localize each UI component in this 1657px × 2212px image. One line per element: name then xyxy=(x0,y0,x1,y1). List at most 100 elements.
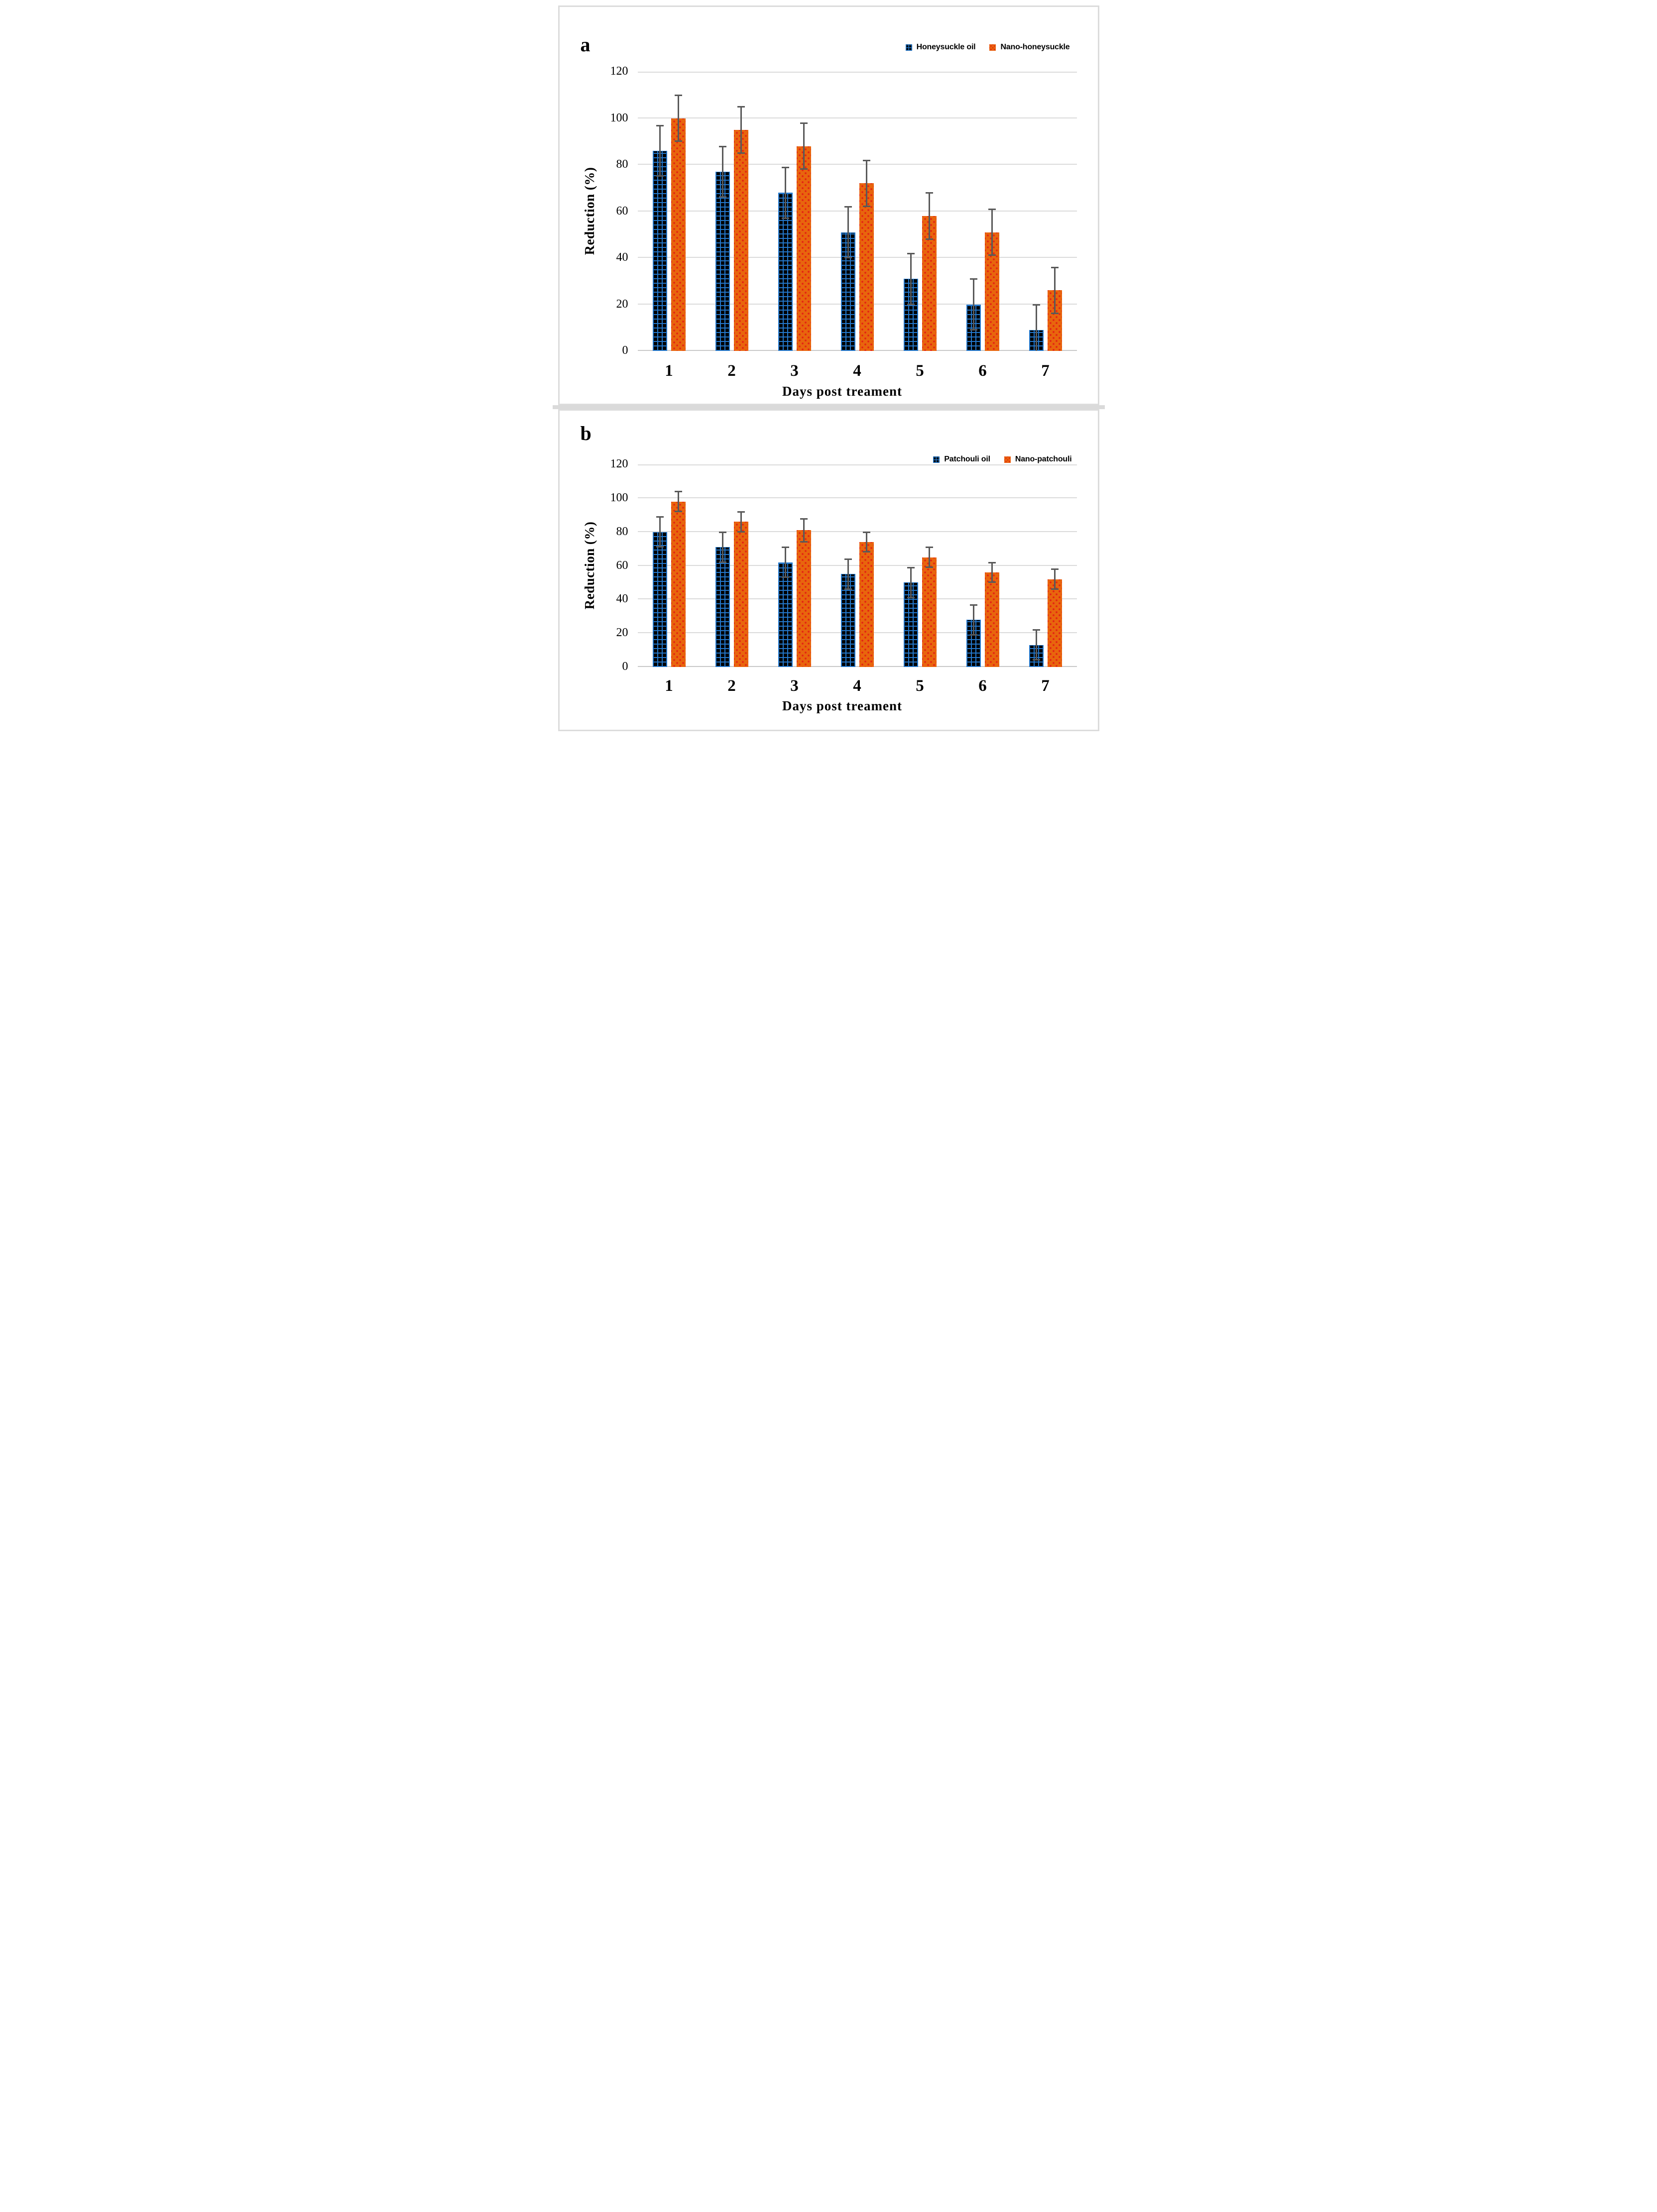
error-bar-nano-patchouli-day-3 xyxy=(803,518,805,542)
legend-item-patchouli-oil: Patchouli oil xyxy=(933,455,990,464)
gridline-0 xyxy=(637,350,1077,351)
error-cap-top-nano-honeysuckle-day-6 xyxy=(988,208,996,210)
error-cap-bottom-nano-honeysuckle-day-4 xyxy=(862,206,870,208)
error-cap-top-nano-patchouli-day-6 xyxy=(988,561,996,563)
blue-grid-swatch-icon xyxy=(933,456,940,463)
gridline-100 xyxy=(637,117,1077,118)
error-cap-bottom-nano-patchouli-day-5 xyxy=(925,566,933,568)
error-cap-top-nano-honeysuckle-day-7 xyxy=(1051,266,1059,268)
error-cap-bottom-nano-honeysuckle-day-3 xyxy=(800,168,808,170)
x-tick-label-day-3: 3 xyxy=(790,362,799,380)
error-cap-top-honeysuckle-oil-day-2 xyxy=(718,145,726,147)
error-cap-bottom-honeysuckle-oil-day-1 xyxy=(656,175,664,177)
error-cap-bottom-nano-honeysuckle-day-7 xyxy=(1051,313,1059,315)
error-cap-bottom-nano-patchouli-day-7 xyxy=(1051,588,1059,590)
y-tick-label-120: 120 xyxy=(610,457,628,470)
legend-label-nano-patchouli: Nano-patchouli xyxy=(1015,455,1072,463)
bar-patchouli-oil-day-1 xyxy=(652,532,667,667)
error-cap-top-honeysuckle-oil-day-5 xyxy=(907,252,915,254)
error-bar-patchouli-oil-day-3 xyxy=(784,547,786,578)
error-bar-patchouli-oil-day-6 xyxy=(972,604,974,635)
y-tick-label-20: 20 xyxy=(616,297,628,311)
gridline-60 xyxy=(637,210,1077,212)
error-bar-patchouli-oil-day-7 xyxy=(1035,630,1037,661)
error-bar-patchouli-oil-day-2 xyxy=(721,532,723,562)
gridline-20 xyxy=(637,303,1077,305)
bar-honeysuckle-oil-day-6 xyxy=(966,304,981,351)
error-cap-top-nano-patchouli-day-2 xyxy=(737,511,745,513)
error-bar-nano-honeysuckle-day-7 xyxy=(1054,267,1056,314)
error-cap-top-honeysuckle-oil-day-1 xyxy=(656,124,664,126)
error-cap-bottom-patchouli-oil-day-2 xyxy=(718,561,726,563)
x-tick-label-day-7: 7 xyxy=(1041,362,1050,380)
panel-a: a Honeysuckle oil Nano-honeysuckle Reduct… xyxy=(558,5,1099,405)
error-cap-bottom-patchouli-oil-day-6 xyxy=(969,634,977,636)
bar-nano-patchouli-day-3 xyxy=(796,530,811,667)
bar-nano-patchouli-day-4 xyxy=(859,542,874,667)
blue-grid-swatch-icon xyxy=(905,44,912,51)
error-cap-bottom-patchouli-oil-day-3 xyxy=(781,576,789,578)
gridline-120 xyxy=(637,72,1077,73)
bar-nano-honeysuckle-day-5 xyxy=(922,216,937,351)
y-tick-label-40: 40 xyxy=(616,251,628,264)
error-cap-top-patchouli-oil-day-5 xyxy=(907,566,915,568)
y-tick-label-60: 60 xyxy=(616,204,628,218)
y-tick-label-120: 120 xyxy=(610,65,628,78)
error-cap-bottom-nano-patchouli-day-3 xyxy=(800,541,808,543)
error-cap-bottom-patchouli-oil-day-4 xyxy=(844,588,852,590)
error-bar-nano-patchouli-day-2 xyxy=(740,511,742,532)
error-cap-top-nano-patchouli-day-4 xyxy=(862,531,870,533)
error-cap-top-nano-patchouli-day-1 xyxy=(674,491,682,493)
error-cap-top-nano-honeysuckle-day-1 xyxy=(674,94,682,96)
legend-item-nano-patchouli: Nano-patchouli xyxy=(1004,455,1072,464)
bar-nano-patchouli-day-2 xyxy=(733,522,748,667)
bar-nano-honeysuckle-day-2 xyxy=(733,129,748,351)
bar-honeysuckle-oil-day-3 xyxy=(778,193,793,351)
error-cap-top-patchouli-oil-day-7 xyxy=(1032,629,1040,631)
error-bar-nano-patchouli-day-5 xyxy=(928,547,930,567)
legend: Honeysuckle oil Nano-honeysuckle xyxy=(905,43,1070,52)
gridline-40 xyxy=(637,598,1077,600)
y-tick-label-100: 100 xyxy=(610,111,628,124)
error-cap-top-nano-patchouli-day-7 xyxy=(1051,568,1059,570)
error-cap-top-honeysuckle-oil-day-4 xyxy=(844,206,852,208)
figure: a Honeysuckle oil Nano-honeysuckle Reduct… xyxy=(552,0,1105,737)
x-tick-label-day-5: 5 xyxy=(916,677,924,695)
error-cap-bottom-nano-honeysuckle-day-2 xyxy=(737,152,745,154)
error-bar-nano-patchouli-day-6 xyxy=(991,562,993,583)
plot-area xyxy=(637,72,1077,351)
legend-label-honeysuckle-oil: Honeysuckle oil xyxy=(916,43,976,51)
error-cap-bottom-nano-honeysuckle-day-5 xyxy=(925,238,933,240)
gridline-40 xyxy=(637,257,1077,258)
error-bar-nano-honeysuckle-day-1 xyxy=(677,95,679,142)
orange-dots-swatch-icon xyxy=(1004,456,1011,463)
error-cap-bottom-nano-patchouli-day-2 xyxy=(737,531,745,533)
legend-item-honeysuckle-oil: Honeysuckle oil xyxy=(905,43,976,52)
x-axis-title: Days post treament xyxy=(782,698,902,713)
x-tick-label-day-6: 6 xyxy=(978,362,987,380)
x-tick-label-day-1: 1 xyxy=(665,677,673,695)
error-cap-bottom-honeysuckle-oil-day-3 xyxy=(781,217,789,219)
error-cap-bottom-patchouli-oil-day-7 xyxy=(1032,659,1040,661)
x-tick-label-day-6: 6 xyxy=(978,677,987,695)
error-bar-nano-patchouli-day-7 xyxy=(1054,569,1056,589)
x-tick-label-day-3: 3 xyxy=(790,677,799,695)
error-bar-nano-honeysuckle-day-2 xyxy=(740,107,742,153)
orange-dots-swatch-icon xyxy=(989,44,996,51)
x-tick-label-day-2: 2 xyxy=(727,677,736,695)
error-cap-bottom-nano-patchouli-day-4 xyxy=(862,551,870,553)
error-bar-patchouli-oil-day-4 xyxy=(847,558,849,589)
error-cap-top-patchouli-oil-day-2 xyxy=(718,531,726,533)
bar-nano-patchouli-day-6 xyxy=(984,572,999,667)
x-tick-label-day-1: 1 xyxy=(665,362,673,380)
bar-patchouli-oil-day-3 xyxy=(778,562,793,667)
bar-nano-patchouli-day-1 xyxy=(671,501,686,667)
error-cap-top-nano-honeysuckle-day-4 xyxy=(862,159,870,161)
error-bar-honeysuckle-oil-day-4 xyxy=(847,207,849,258)
error-cap-top-patchouli-oil-day-1 xyxy=(656,516,664,518)
legend: Patchouli oil Nano-patchouli xyxy=(933,455,1072,464)
error-bar-honeysuckle-oil-day-3 xyxy=(784,167,786,219)
gridline-100 xyxy=(637,497,1077,498)
error-cap-bottom-honeysuckle-oil-day-2 xyxy=(718,196,726,198)
panel-b: b Patchouli oil Nano-patchouli Reduction … xyxy=(558,409,1099,731)
